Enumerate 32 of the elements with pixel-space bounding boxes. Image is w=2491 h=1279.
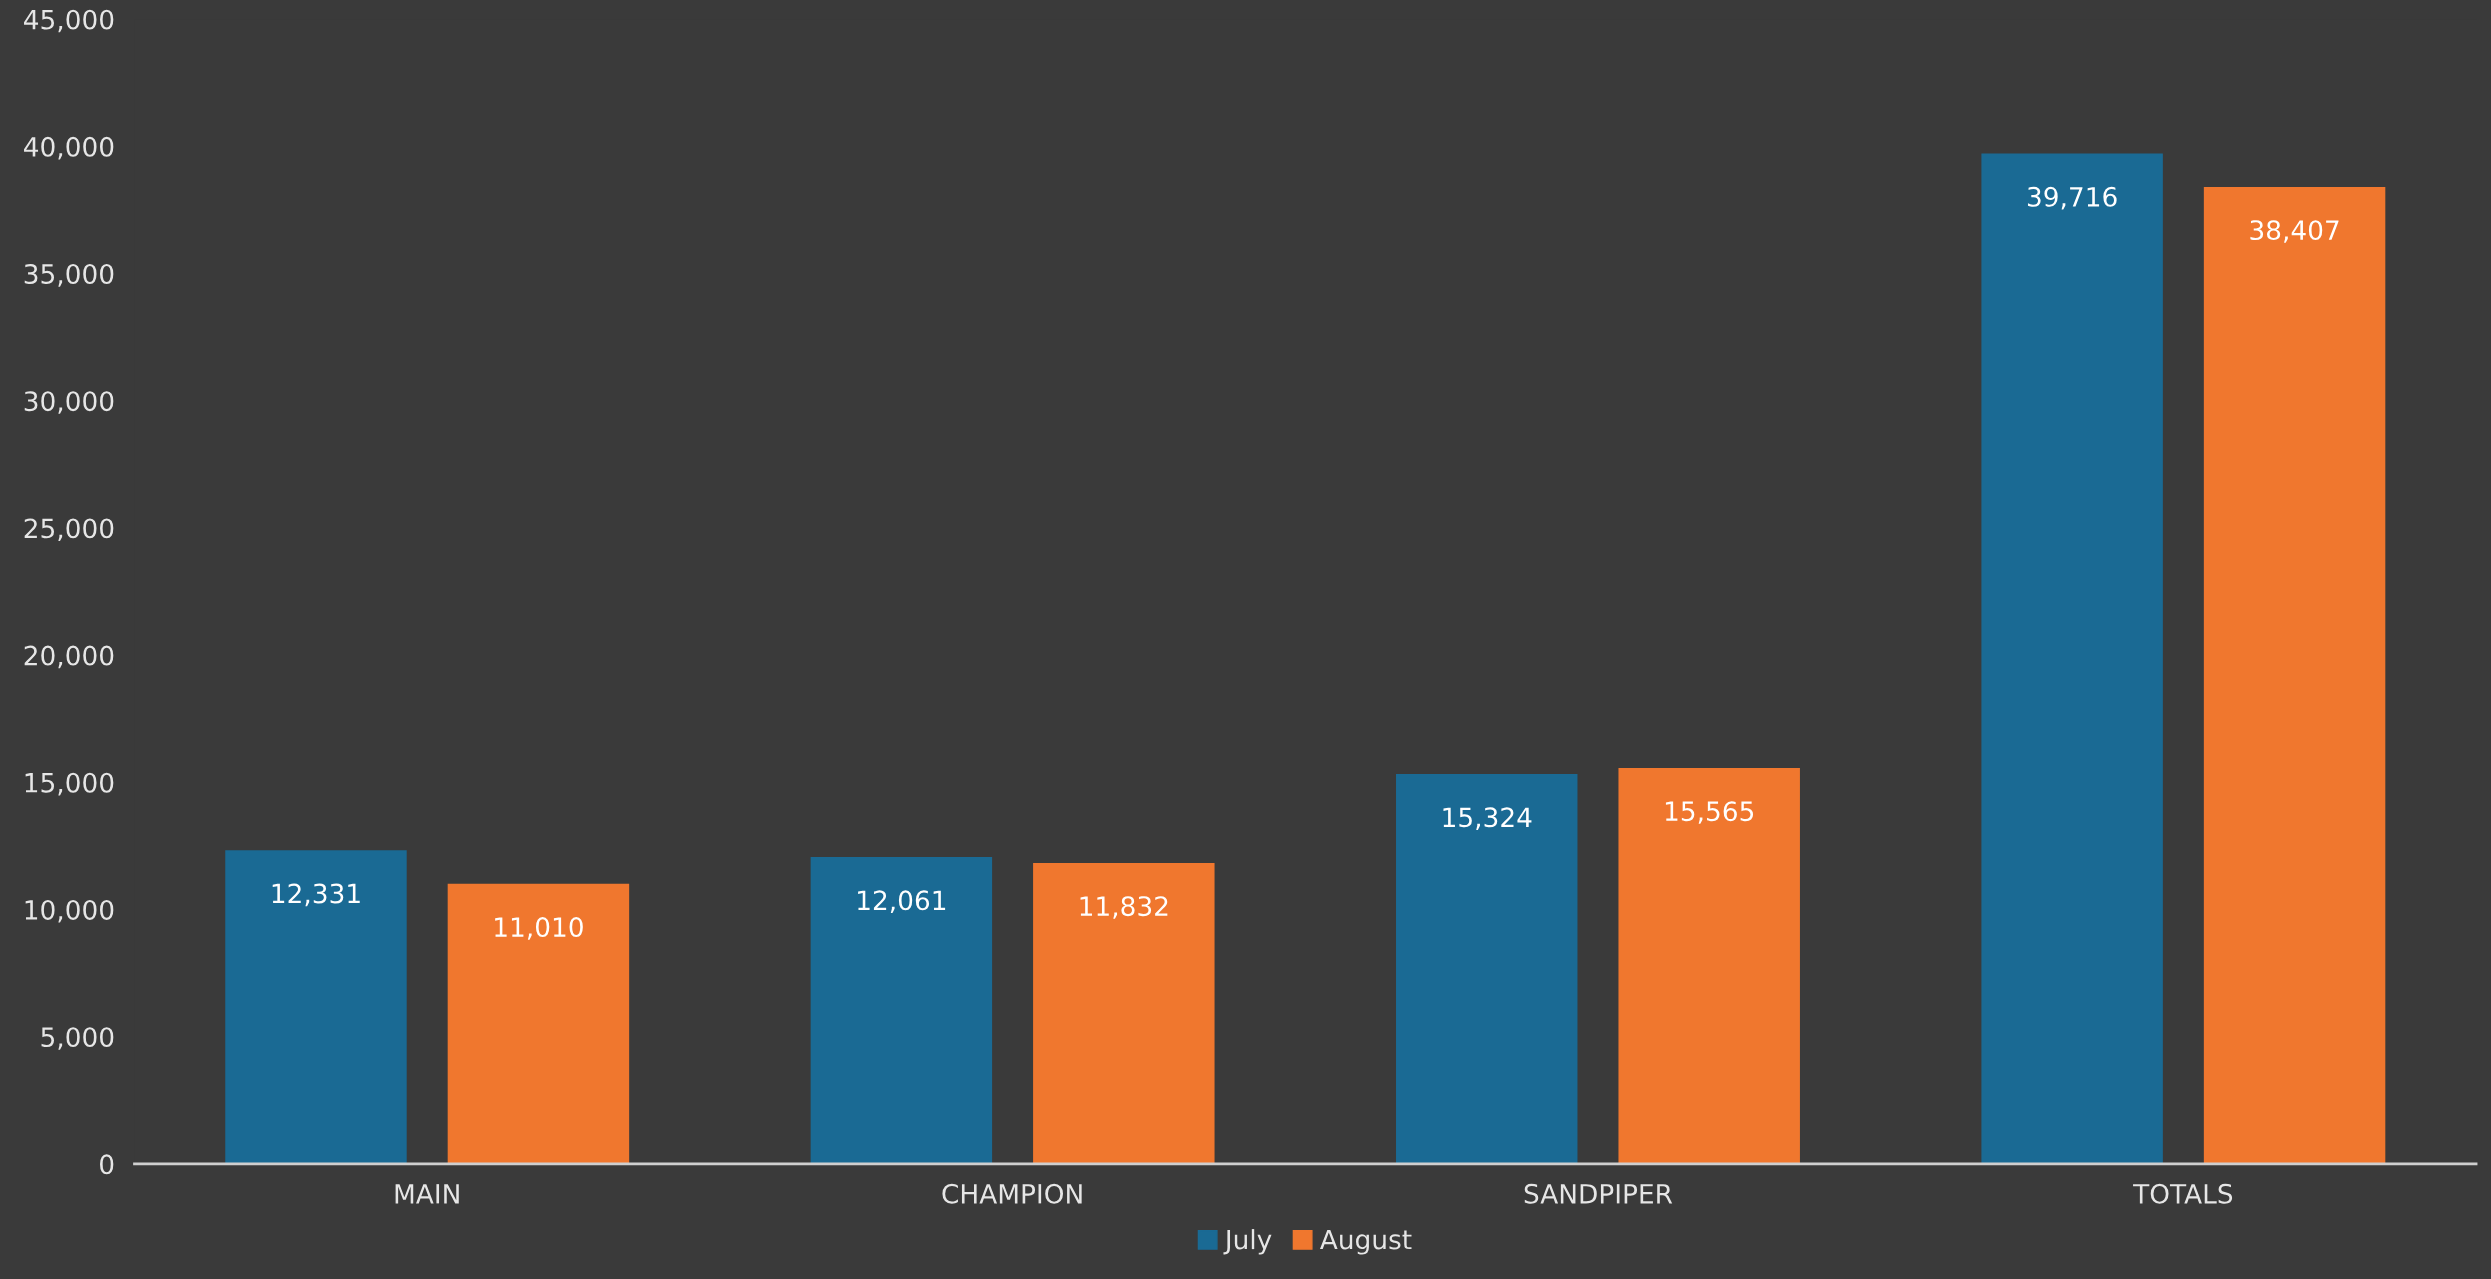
x-tick-label: SANDPIPER	[1524, 1183, 1673, 1204]
legend-label: August	[1319, 1229, 1412, 1255]
y-tick-label: 0	[100, 1154, 114, 1175]
y-tick-label: 15,000	[25, 772, 114, 796]
x-tick-label: CHAMPION	[942, 1183, 1082, 1204]
y-tick-label: 40,000	[24, 136, 114, 160]
data-label: 11,010	[495, 917, 583, 940]
x-tick-label: MAIN	[395, 1184, 459, 1204]
bar	[1396, 774, 1578, 1164]
legend-label: July	[1223, 1229, 1272, 1255]
bar	[225, 850, 407, 1164]
bar	[447, 883, 630, 1164]
data-label: 12,331	[272, 883, 360, 907]
y-tick-label: 20,000	[24, 645, 114, 669]
y-tick-label: 30,000	[24, 391, 114, 414]
bar	[2203, 186, 2386, 1164]
y-tick-label: 5,000	[41, 1027, 114, 1050]
data-label: 38,407	[2250, 220, 2339, 243]
y-tick-label: 35,000	[24, 264, 114, 287]
data-label: 15,565	[1665, 801, 1754, 824]
data-label: 11,832	[1080, 896, 1168, 919]
y-tick-label: 45,000	[24, 9, 114, 33]
bar	[1033, 862, 1215, 1164]
y-tick-label: 10,000	[25, 899, 114, 923]
y-tick-label: 25,000	[24, 518, 114, 542]
data-label: 12,061	[858, 890, 946, 913]
bar	[810, 857, 993, 1164]
bar	[1618, 767, 1800, 1164]
bar	[1981, 153, 2163, 1164]
data-label: 39,716	[2027, 186, 2117, 210]
data-label: 15,324	[1443, 807, 1532, 830]
x-tick-label: TOTALS	[2133, 1183, 2233, 1204]
